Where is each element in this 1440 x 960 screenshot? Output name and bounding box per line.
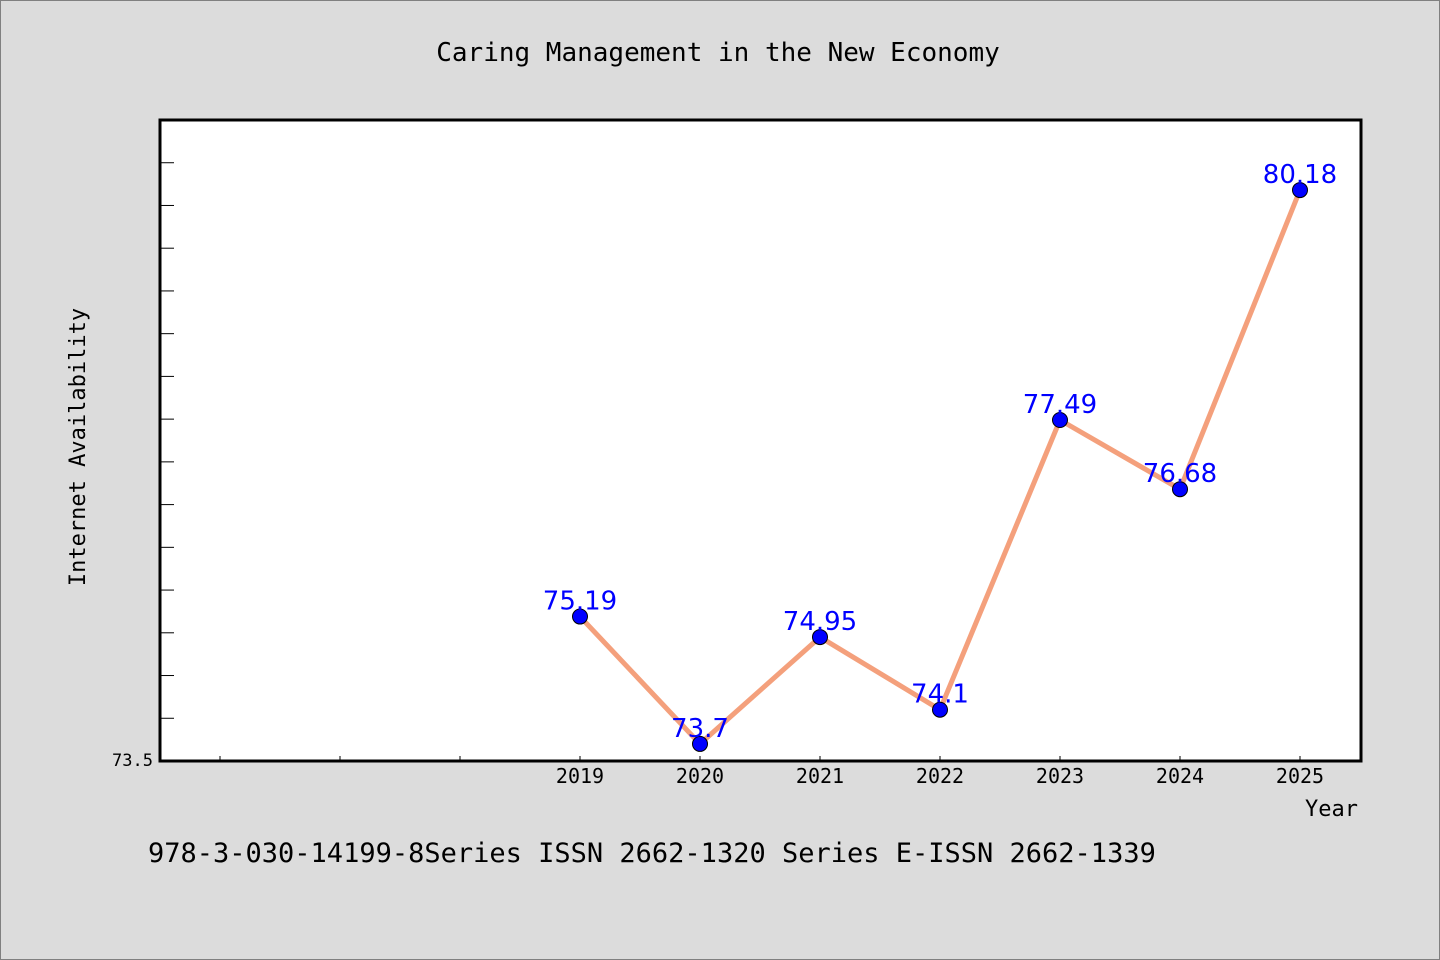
data-label: 77.49 bbox=[1023, 390, 1097, 420]
data-label: 75.19 bbox=[543, 587, 617, 617]
data-label: 74.95 bbox=[783, 607, 857, 637]
x-axis-ticks bbox=[219, 756, 1301, 761]
chart-title: Caring Management in the New Economy bbox=[436, 38, 1000, 68]
x-tick-label: 2021 bbox=[796, 764, 844, 788]
data-point bbox=[1172, 481, 1188, 498]
y-axis-label: Internet Availability bbox=[66, 308, 91, 586]
data-labels: 75.19 73.7 74.95 74.1 77.49 76.68 80.18 bbox=[543, 160, 1337, 744]
x-tick-label: 2024 bbox=[1156, 764, 1204, 788]
x-tick-label: 2019 bbox=[556, 764, 604, 788]
data-label: 74.1 bbox=[911, 680, 969, 710]
x-tick-label: 2020 bbox=[676, 764, 724, 788]
x-tick-label: 2025 bbox=[1276, 764, 1324, 788]
footer-isbn-issn: 978-3-030-14199-8Series ISSN 2662-1320 S… bbox=[148, 838, 1156, 869]
data-point bbox=[812, 629, 828, 646]
x-tick-label: 2023 bbox=[1036, 764, 1084, 788]
x-axis-label: Year bbox=[1305, 797, 1358, 822]
data-label: 76.68 bbox=[1143, 459, 1217, 489]
y-axis-min-label: 73.5 bbox=[112, 751, 153, 771]
data-label: 80.18 bbox=[1263, 160, 1337, 190]
plot-area bbox=[158, 118, 1363, 763]
data-point bbox=[1052, 411, 1068, 428]
x-tick-label: 2022 bbox=[916, 764, 964, 788]
x-axis-tick-labels: 2019 2020 2021 2022 2023 2024 2025 bbox=[556, 764, 1324, 788]
data-point bbox=[1292, 182, 1308, 199]
y-axis-ticks bbox=[160, 119, 174, 719]
data-point bbox=[692, 735, 708, 752]
data-label: 73.7 bbox=[671, 714, 729, 744]
data-point bbox=[572, 608, 588, 625]
data-point bbox=[932, 701, 948, 718]
data-points bbox=[572, 182, 1308, 752]
